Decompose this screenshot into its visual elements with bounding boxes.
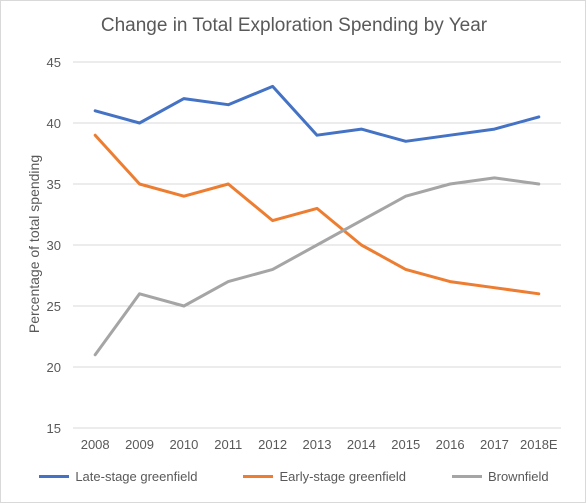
y-tick-label: 35 xyxy=(47,177,61,192)
x-tick-label: 2017 xyxy=(480,437,509,452)
y-axis-label: Percentage of total spending xyxy=(26,155,42,333)
x-tick-label: 2014 xyxy=(347,437,376,452)
series-line-late-stage-greenfield xyxy=(93,84,541,143)
y-tick-label: 20 xyxy=(47,360,61,375)
legend-swatch xyxy=(243,475,274,478)
legend-item-late-stage: Late-stage greenfield xyxy=(39,469,197,484)
legend-swatch xyxy=(451,475,482,478)
x-tick-label: 2009 xyxy=(125,437,154,452)
series-lines xyxy=(93,84,541,357)
series-line-early-stage-greenfield xyxy=(93,133,541,296)
legend-label: Brownfield xyxy=(487,469,549,484)
legend: Late-stage greenfield Early-stage greenf… xyxy=(1,469,586,484)
x-tick-label: 2016 xyxy=(436,437,465,452)
series-line-brownfield xyxy=(93,176,541,357)
legend-item-early-stage: Early-stage greenfield xyxy=(243,469,406,484)
x-tick-labels: 2008 2009 2010 2011 2012 2013 2014 2015 2016 2017… xyxy=(81,437,558,452)
y-tick-label: 30 xyxy=(47,238,61,253)
x-tick-label: 2008 xyxy=(81,437,110,452)
legend-swatch xyxy=(39,475,70,478)
legend-label: Early-stage greenfield xyxy=(279,469,406,484)
x-tick-label: 2013 xyxy=(303,437,332,452)
legend-item-brownfield: Brownfield xyxy=(451,469,549,484)
x-tick-label: 2010 xyxy=(169,437,198,452)
x-tick-label: 2015 xyxy=(391,437,420,452)
y-tick-label: 40 xyxy=(47,116,61,131)
chart-title: Change in Total Exploration Spending by … xyxy=(100,15,488,36)
legend-label: Late-stage greenfield xyxy=(75,469,198,484)
y-tick-label: 45 xyxy=(47,55,61,70)
x-tick-label: 2012 xyxy=(258,437,287,452)
y-tick-labels: 15 20 25 30 35 40 45 xyxy=(47,55,61,436)
x-tick-label: 2011 xyxy=(214,437,242,452)
y-tick-label: 25 xyxy=(47,299,61,314)
x-tick-label: 2018E xyxy=(520,437,558,452)
y-tick-label: 15 xyxy=(47,421,61,436)
